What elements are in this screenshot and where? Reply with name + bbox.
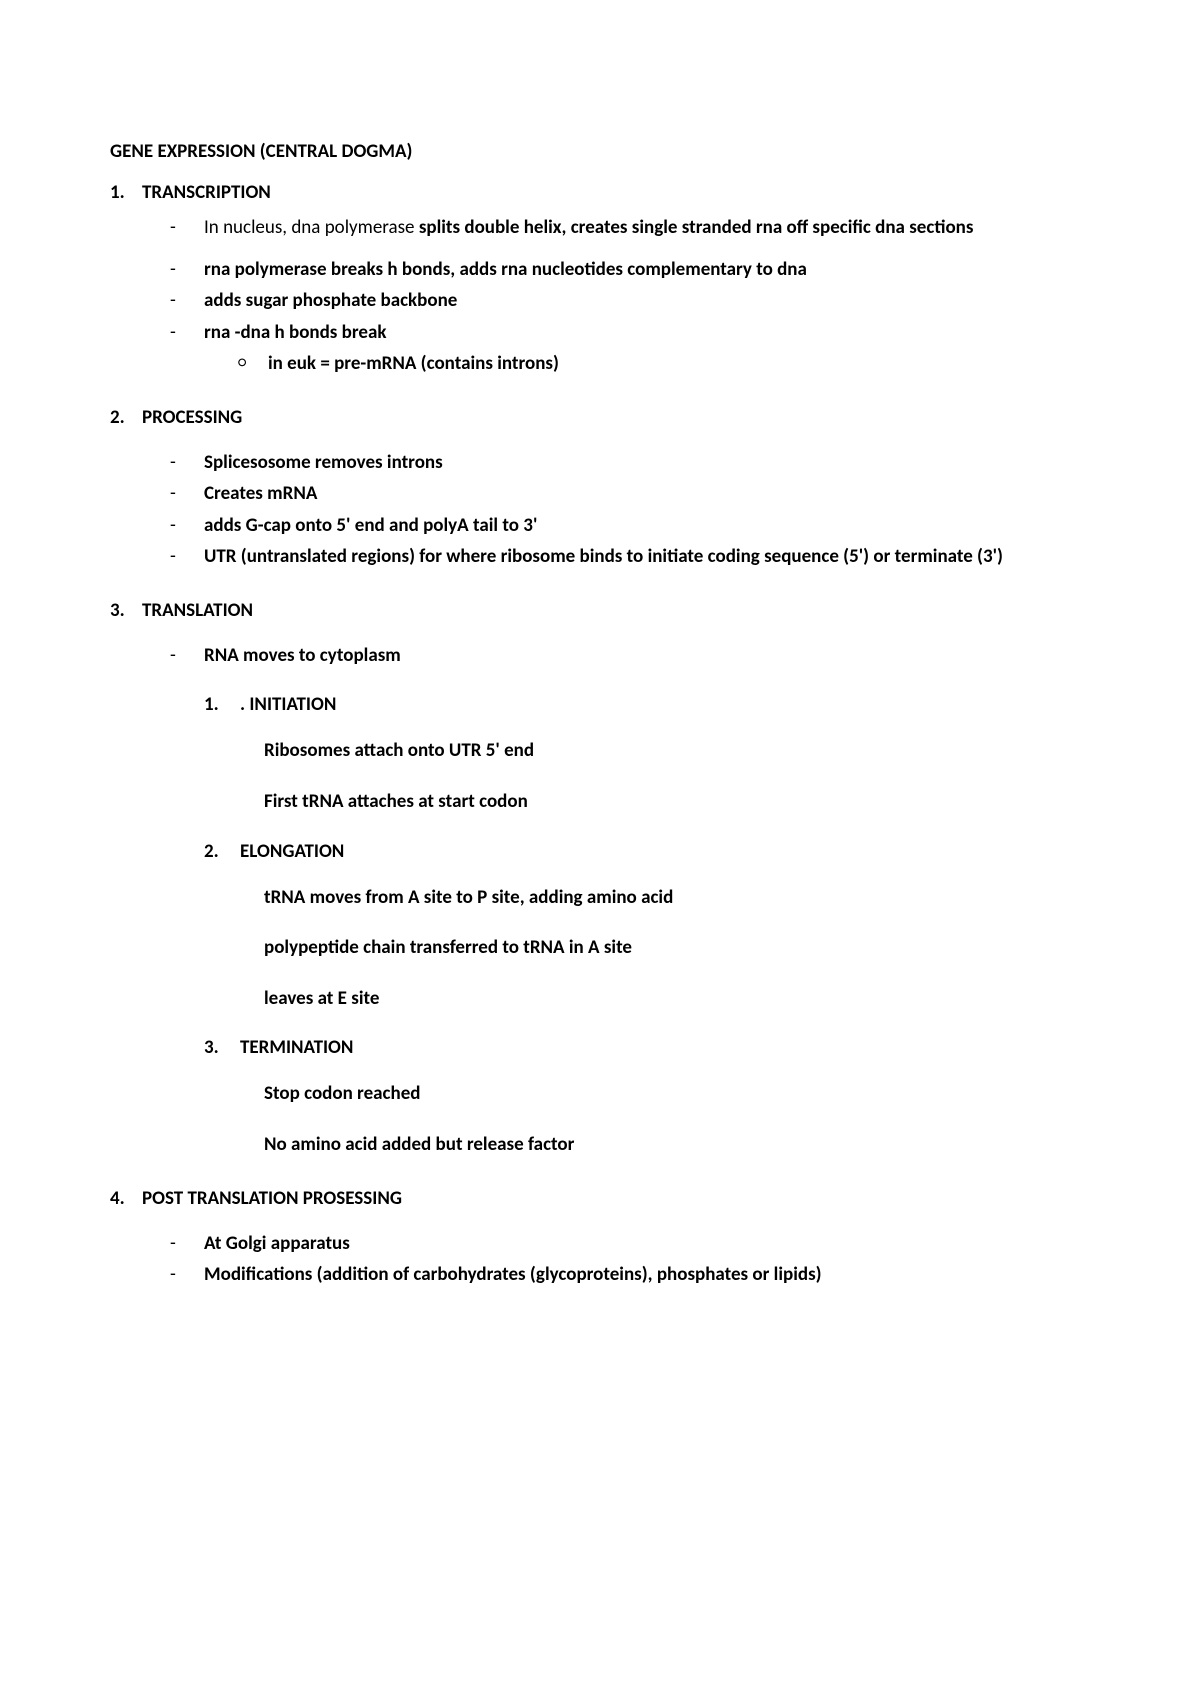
section-3-num: 3. bbox=[110, 599, 142, 622]
list-item-prefix: In nucleus, dna polymerase bbox=[204, 216, 419, 239]
inner-heading: 1. . INITIATION bbox=[204, 693, 1090, 716]
section-1: 1.TRANSCRIPTION - In nucleus, dna polyme… bbox=[110, 181, 1090, 378]
section-4: 4.POST TRANSLATION PROSESSING -At Golgi … bbox=[110, 1187, 1090, 1289]
dash-icon: - bbox=[170, 214, 204, 242]
section-4-heading: 4.POST TRANSLATION PROSESSING bbox=[110, 1187, 1090, 1210]
section-1-num: 1. bbox=[110, 181, 142, 204]
inner-line: leaves at E site bbox=[264, 986, 1090, 1013]
list-item-text: adds G-cap onto 5' end and polyA tail to… bbox=[204, 512, 1090, 540]
section-3-pre-bullets: -RNA moves to cytoplasm bbox=[170, 642, 1090, 670]
section-1-bullets: - In nucleus, dna polymerase splits doub… bbox=[170, 214, 1090, 378]
dash-icon: - bbox=[170, 256, 204, 284]
list-item-text: Creates mRNA bbox=[204, 480, 1090, 508]
dash-icon: - bbox=[170, 480, 204, 508]
list-item: -At Golgi apparatus bbox=[170, 1230, 1090, 1258]
translation-elongation: 2. ELONGATION tRNA moves from A site to … bbox=[204, 840, 1090, 1013]
list-item: -adds G-cap onto 5' end and polyA tail t… bbox=[170, 512, 1090, 540]
translation-initiation: 1. . INITIATION Ribosomes attach onto UT… bbox=[204, 693, 1090, 815]
list-item: -rna -dna h bonds break bbox=[170, 319, 1090, 347]
dash-icon: - bbox=[170, 449, 204, 477]
inner-line: First tRNA attaches at start codon bbox=[264, 789, 1090, 816]
inner-label: . INITIATION bbox=[240, 693, 1090, 716]
list-item: -UTR (untranslated regions) for where ri… bbox=[170, 543, 1090, 571]
list-item: - In nucleus, dna polymerase splits doub… bbox=[170, 214, 1090, 242]
list-item: -Modifications (addition of carbohydrate… bbox=[170, 1261, 1090, 1289]
section-2: 2.PROCESSING -Splicesosome removes intro… bbox=[110, 406, 1090, 571]
list-item-text: At Golgi apparatus bbox=[204, 1230, 1090, 1258]
list-item: -rna polymerase breaks h bonds, adds rna… bbox=[170, 256, 1090, 284]
inner-body: Ribosomes attach onto UTR 5' end First t… bbox=[264, 738, 1090, 815]
list-item-text: rna -dna h bonds break bbox=[204, 319, 1090, 347]
inner-num: 3. bbox=[204, 1036, 240, 1059]
dash-icon: - bbox=[170, 287, 204, 315]
translation-termination: 3. TERMINATION Stop codon reached No ami… bbox=[204, 1036, 1090, 1158]
dash-icon: - bbox=[170, 642, 204, 670]
section-2-bullets: -Splicesosome removes introns -Creates m… bbox=[170, 449, 1090, 571]
section-2-label: PROCESSING bbox=[142, 406, 242, 429]
section-4-label: POST TRANSLATION PROSESSING bbox=[142, 1187, 402, 1210]
inner-num: 1. bbox=[204, 693, 240, 716]
list-item-text: Splicesosome removes introns bbox=[204, 449, 1090, 477]
section-3-label: TRANSLATION bbox=[142, 599, 253, 622]
list-item-text: splits double helix, creates single stra… bbox=[419, 216, 974, 239]
list-item-text: adds sugar phosphate backbone bbox=[204, 287, 1090, 315]
sub-list-item: ○in euk = pre-mRNA (contains introns) bbox=[238, 350, 1090, 378]
dash-icon: - bbox=[170, 1230, 204, 1258]
inner-body: tRNA moves from A site to P site, adding… bbox=[264, 885, 1090, 1013]
dash-icon: - bbox=[170, 543, 204, 571]
circle-bullet-icon: ○ bbox=[238, 350, 268, 378]
list-item: -Creates mRNA bbox=[170, 480, 1090, 508]
list-item-text: UTR (untranslated regions) for where rib… bbox=[204, 543, 1090, 571]
inner-line: Stop codon reached bbox=[264, 1081, 1090, 1108]
document-title: GENE EXPRESSION (CENTRAL DOGMA) bbox=[110, 140, 1090, 163]
list-item: -adds sugar phosphate backbone bbox=[170, 287, 1090, 315]
section-4-num: 4. bbox=[110, 1187, 142, 1210]
dash-icon: - bbox=[170, 319, 204, 347]
inner-body: Stop codon reached No amino acid added b… bbox=[264, 1081, 1090, 1158]
inner-line: Ribosomes attach onto UTR 5' end bbox=[264, 738, 1090, 765]
inner-label: ELONGATION bbox=[240, 840, 1090, 863]
list-item: -Splicesosome removes introns bbox=[170, 449, 1090, 477]
inner-heading: 2. ELONGATION bbox=[204, 840, 1090, 863]
list-item-text: Modifications (addition of carbohydrates… bbox=[204, 1261, 1090, 1289]
list-item: -RNA moves to cytoplasm bbox=[170, 642, 1090, 670]
inner-num: 2. bbox=[204, 840, 240, 863]
inner-label: TERMINATION bbox=[240, 1036, 1090, 1059]
dash-icon: - bbox=[170, 512, 204, 540]
inner-line: No amino acid added but release factor bbox=[264, 1132, 1090, 1159]
section-1-heading: 1.TRANSCRIPTION bbox=[110, 181, 1090, 204]
section-3: 3.TRANSLATION -RNA moves to cytoplasm 1.… bbox=[110, 599, 1090, 1159]
section-2-heading: 2.PROCESSING bbox=[110, 406, 1090, 429]
section-3-heading: 3.TRANSLATION bbox=[110, 599, 1090, 622]
inner-line: tRNA moves from A site to P site, adding… bbox=[264, 885, 1090, 912]
section-4-bullets: -At Golgi apparatus -Modifications (addi… bbox=[170, 1230, 1090, 1289]
section-2-num: 2. bbox=[110, 406, 142, 429]
inner-line: polypeptide chain transferred to tRNA in… bbox=[264, 935, 1090, 962]
sub-list-item-text: in euk = pre-mRNA (contains introns) bbox=[268, 350, 1090, 378]
inner-heading: 3. TERMINATION bbox=[204, 1036, 1090, 1059]
list-item-text: RNA moves to cytoplasm bbox=[204, 642, 1090, 670]
section-1-label: TRANSCRIPTION bbox=[142, 181, 271, 204]
list-item-text: rna polymerase breaks h bonds, adds rna … bbox=[204, 256, 1090, 284]
dash-icon: - bbox=[170, 1261, 204, 1289]
